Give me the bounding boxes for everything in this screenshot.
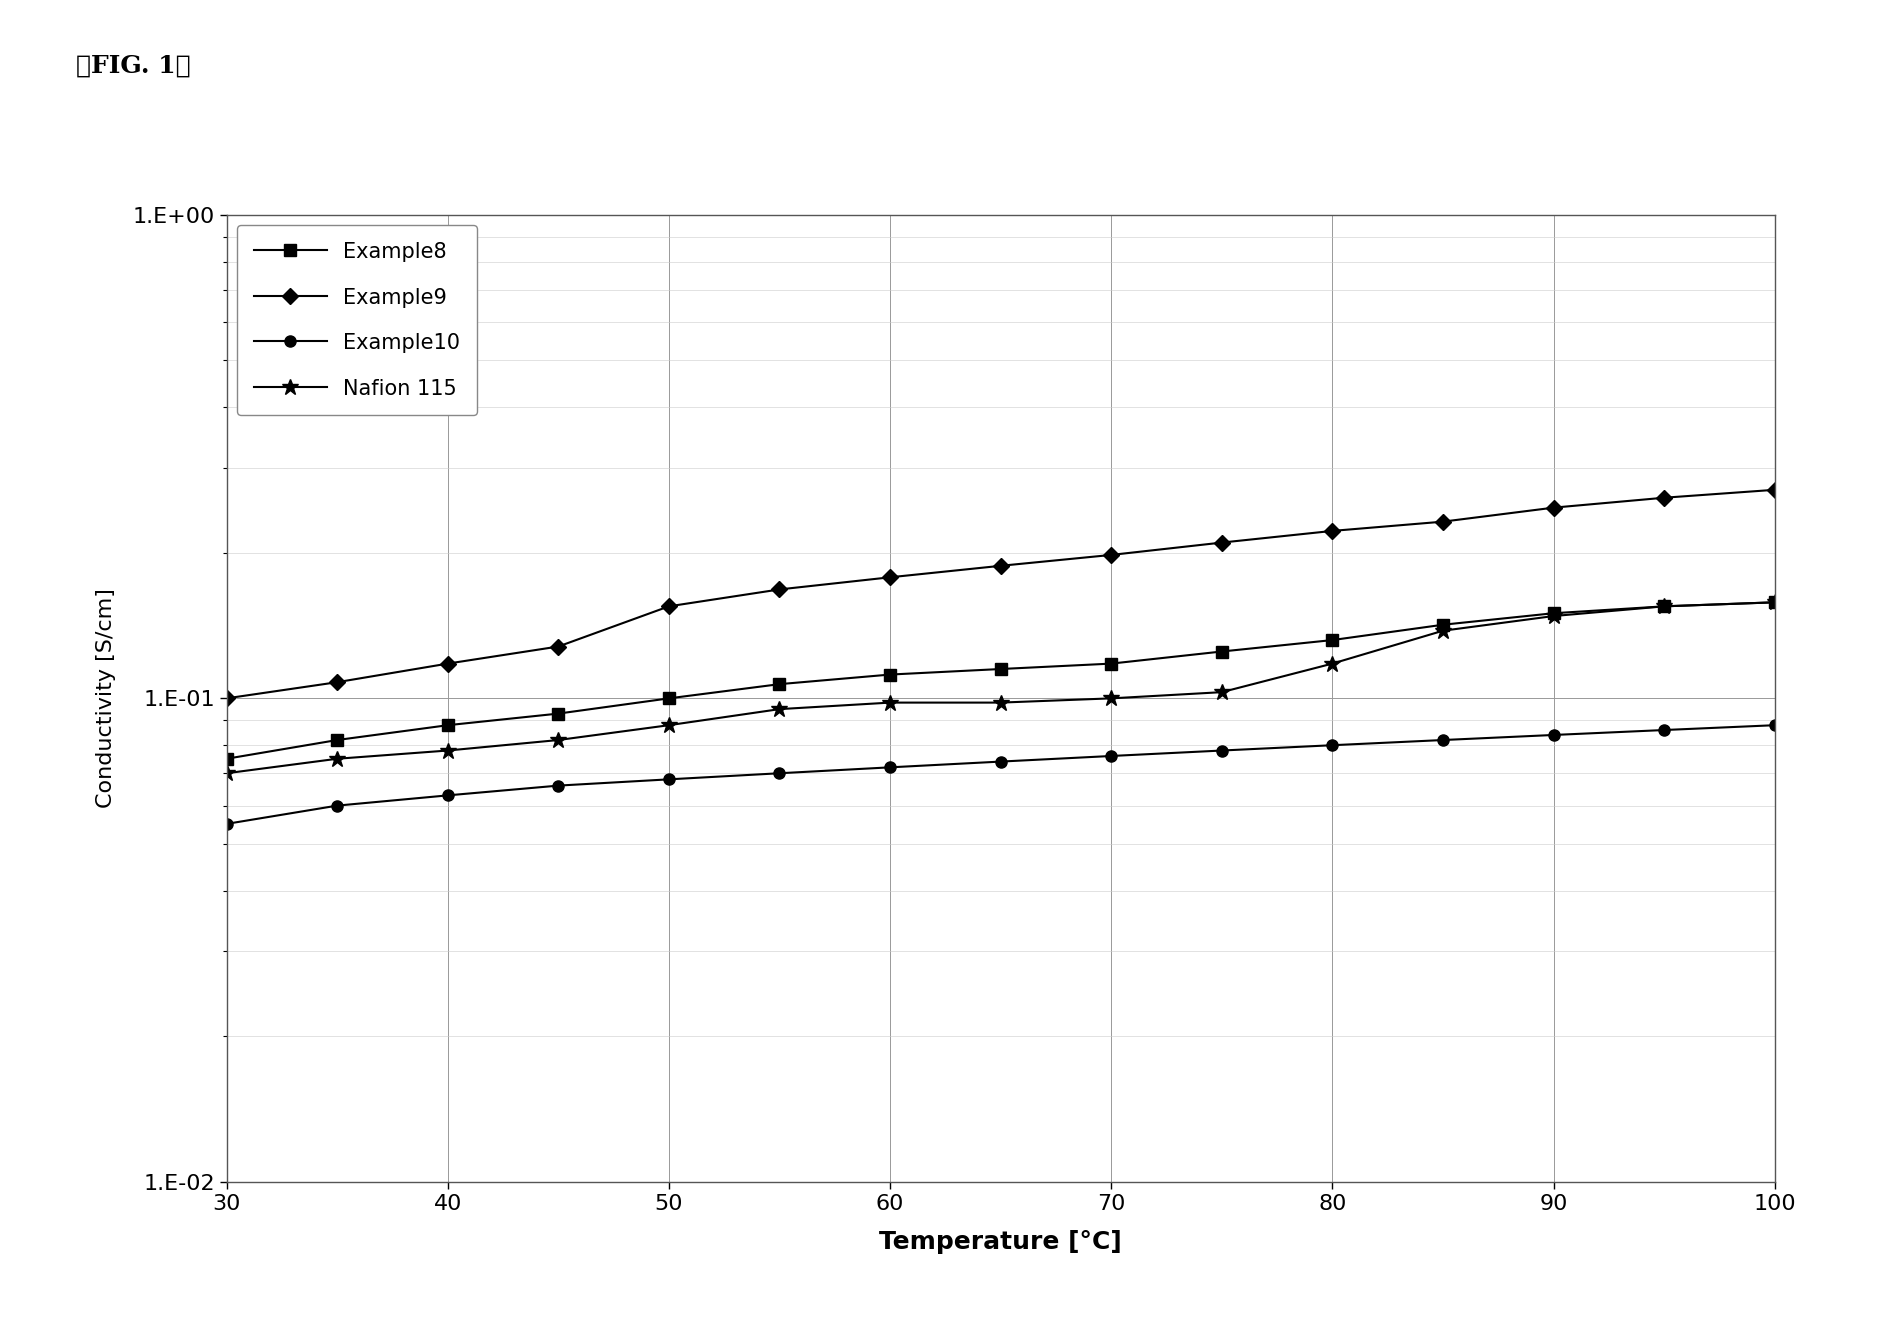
Nafion 115 <box>1763 594 1786 610</box>
Example9 <box>327 674 349 690</box>
Example9 <box>1431 513 1454 529</box>
Example10 <box>1210 743 1233 759</box>
Example9 <box>548 638 570 654</box>
Example9 <box>878 569 901 586</box>
Example10 <box>436 787 459 803</box>
Example8 <box>327 732 349 748</box>
Text: 』FIG. 1】: 』FIG. 1】 <box>76 54 191 78</box>
Line: Nafion 115: Nafion 115 <box>219 594 1782 782</box>
Example8 <box>878 666 901 682</box>
Example8 <box>1322 633 1344 649</box>
Nafion 115 <box>657 717 680 733</box>
Nafion 115 <box>1542 608 1565 624</box>
Example10 <box>1542 727 1565 743</box>
Example10 <box>215 815 238 831</box>
Nafion 115 <box>215 766 238 782</box>
Example8 <box>1101 655 1123 672</box>
X-axis label: Temperature [°C]: Temperature [°C] <box>880 1230 1121 1254</box>
Example10 <box>1101 748 1123 764</box>
Nafion 115 <box>1322 655 1344 672</box>
Line: Example9: Example9 <box>221 485 1780 704</box>
Line: Example10: Example10 <box>221 720 1780 830</box>
Example9 <box>768 582 791 598</box>
Legend: Example8, Example9, Example10, Nafion 115: Example8, Example9, Example10, Nafion 11… <box>238 226 478 415</box>
Example8 <box>1542 606 1565 622</box>
Y-axis label: Conductivity [S/cm]: Conductivity [S/cm] <box>96 588 115 808</box>
Example9 <box>1210 535 1233 551</box>
Example8 <box>989 661 1012 677</box>
Example9 <box>1322 522 1344 539</box>
Example8 <box>1652 598 1675 614</box>
Example10 <box>989 753 1012 770</box>
Nafion 115 <box>878 694 901 710</box>
Nafion 115 <box>1210 684 1233 700</box>
Example10 <box>878 759 901 775</box>
Example9 <box>215 690 238 706</box>
Example8 <box>1431 616 1454 633</box>
Example10 <box>1652 723 1675 739</box>
Example10 <box>1763 717 1786 733</box>
Example8 <box>436 717 459 733</box>
Example8 <box>215 751 238 767</box>
Example8 <box>548 705 570 721</box>
Nafion 115 <box>436 743 459 759</box>
Example8 <box>1763 594 1786 610</box>
Example9 <box>657 598 680 614</box>
Nafion 115 <box>1101 690 1123 706</box>
Example10 <box>1322 737 1344 753</box>
Example9 <box>1652 490 1675 506</box>
Example8 <box>1210 643 1233 659</box>
Example10 <box>548 778 570 794</box>
Line: Example8: Example8 <box>221 596 1780 764</box>
Example10 <box>768 766 791 782</box>
Example8 <box>657 690 680 706</box>
Nafion 115 <box>548 732 570 748</box>
Nafion 115 <box>989 694 1012 710</box>
Example10 <box>327 798 349 814</box>
Nafion 115 <box>768 701 791 717</box>
Nafion 115 <box>1652 598 1675 614</box>
Nafion 115 <box>1431 623 1454 639</box>
Example10 <box>657 771 680 787</box>
Example8 <box>768 676 791 692</box>
Example9 <box>1542 500 1565 516</box>
Example9 <box>436 655 459 672</box>
Example10 <box>1431 732 1454 748</box>
Example9 <box>1101 547 1123 563</box>
Nafion 115 <box>327 751 349 767</box>
Example9 <box>989 557 1012 573</box>
Example9 <box>1763 482 1786 498</box>
